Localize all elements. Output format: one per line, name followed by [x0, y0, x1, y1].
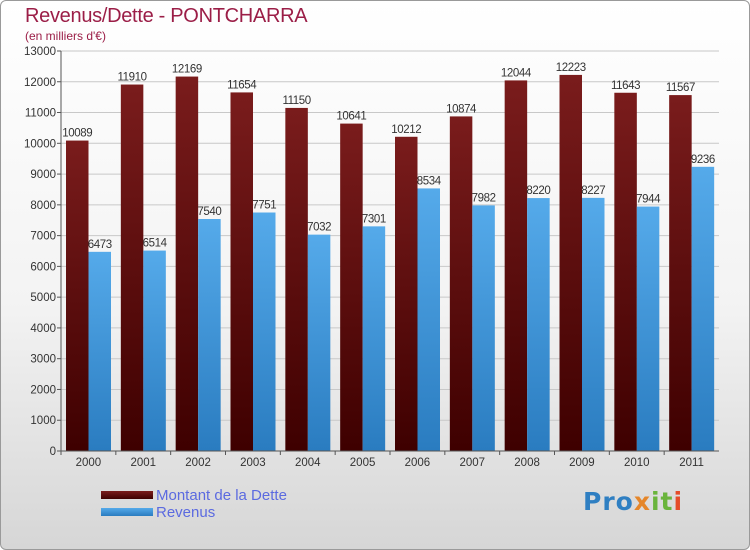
y-tick-label: 9000: [30, 169, 56, 181]
data-label-dette: 10641: [336, 111, 366, 123]
y-tick-label: 0: [50, 446, 56, 458]
y-tick-label: 11000: [25, 108, 56, 120]
y-tick-label: 8000: [30, 200, 56, 212]
x-tick-label: 2011: [679, 457, 704, 469]
y-tick-label: 2000: [30, 384, 56, 396]
bar-revenus: [472, 205, 495, 451]
proxiti-logo: Proxiti: [583, 487, 684, 516]
data-label-dette: 11567: [666, 82, 695, 94]
chart-title: Revenus/Dette - PONTCHARRA: [25, 5, 308, 27]
axes: 0 1000 2000 3000 4000 5000 6000 7000 8000 9000 100…: [24, 46, 719, 469]
data-label-revenus: 7982: [472, 192, 496, 204]
grid-lines: [61, 50, 719, 452]
data-label-dette: 10874: [446, 103, 477, 115]
legend-swatch-revenus: [101, 508, 153, 516]
x-tick-label: 2001: [130, 457, 156, 469]
bar-dette: [175, 76, 199, 452]
x-tick-label: 2004: [295, 457, 321, 469]
x-tick-label: 2007: [459, 457, 485, 469]
y-tick-label: 3000: [30, 354, 56, 366]
data-label-dette: 12044: [501, 67, 532, 79]
x-tick-label: 2003: [240, 457, 266, 469]
y-tick-label: 4000: [30, 323, 56, 335]
data-label-revenus: 7540: [197, 206, 221, 218]
data-label-dette: 12223: [556, 62, 586, 74]
data-label-dette: 11150: [282, 95, 310, 107]
x-tick-label: 2002: [185, 457, 211, 469]
data-labels: 10089 6473 11910 6514 12169 7540 11654 7751 1115…: [62, 62, 715, 251]
data-label-dette: 12169: [172, 64, 202, 76]
data-label-dette: 11654: [227, 79, 257, 91]
bar-dette: [285, 107, 308, 451]
bar-revenus: [198, 219, 221, 451]
y-tick-label: 7000: [30, 231, 56, 243]
data-label-revenus: 6514: [143, 238, 168, 250]
y-tick-label: 6000: [30, 261, 56, 273]
bar-revenus: [253, 212, 276, 451]
bar-dette: [504, 80, 528, 452]
x-tick-label: 2010: [624, 457, 650, 469]
bar-dette: [395, 136, 418, 452]
y-tick-label: 12000: [24, 77, 56, 89]
bar-revenus: [417, 188, 440, 451]
data-label-revenus: 9236: [691, 154, 715, 166]
bar-dette: [669, 95, 692, 451]
x-tick-label: 2009: [569, 457, 595, 469]
data-label-revenus: 8534: [417, 175, 442, 187]
y-tick-label: 10000: [24, 138, 56, 150]
data-label-dette: 10089: [62, 128, 92, 140]
bar-dette: [559, 74, 582, 452]
bar-revenus: [691, 166, 715, 452]
bar-revenus: [636, 206, 660, 451]
bar-dette: [614, 92, 637, 451]
chart-subtitle: (en milliers d'€): [25, 29, 106, 43]
bars: [66, 74, 715, 452]
data-label-revenus: 6473: [88, 239, 112, 251]
x-tick-label: 2006: [405, 457, 431, 469]
x-tick-label: 2005: [350, 457, 376, 469]
legend-label-dette: Montant de la Dette: [156, 487, 287, 504]
y-tick-label: 1000: [30, 415, 56, 427]
bar-revenus: [143, 250, 166, 451]
bar-revenus: [88, 251, 111, 451]
data-label-dette: 11643: [611, 80, 640, 92]
data-label-revenus: 7032: [307, 222, 331, 234]
bar-revenus: [527, 198, 550, 451]
legend-label-revenus: Revenus: [156, 504, 216, 521]
bar-dette: [66, 140, 89, 452]
bar-revenus: [362, 226, 386, 451]
data-label-revenus: 8220: [526, 185, 550, 197]
bar-dette: [120, 84, 144, 452]
x-tick-label: 2000: [76, 457, 102, 469]
data-label-dette: 10212: [391, 124, 421, 136]
y-tick-label: 5000: [30, 292, 56, 304]
bar-revenus: [307, 234, 331, 451]
bar-dette: [230, 92, 253, 452]
data-label-dette: 11910: [118, 72, 147, 84]
x-tick-label: 2008: [514, 457, 540, 469]
data-label-revenus: 7301: [362, 213, 386, 225]
bar-dette: [449, 116, 473, 452]
data-label-revenus: 8227: [581, 185, 605, 197]
legend-swatch-dette: [101, 491, 153, 499]
data-label-revenus: 7751: [252, 200, 276, 212]
bar-dette: [340, 123, 363, 451]
y-tick-label: 13000: [24, 46, 56, 58]
data-label-revenus: 7944: [636, 194, 661, 206]
bar-revenus: [582, 197, 605, 451]
